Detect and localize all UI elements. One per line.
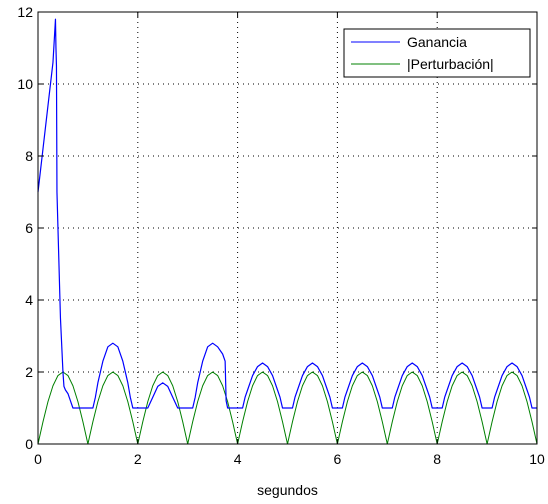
y-tick-label: 10 <box>17 76 33 92</box>
x-tick-label: 8 <box>433 451 441 467</box>
x-tick-label: 10 <box>529 451 545 467</box>
x-tick-label: 0 <box>34 451 42 467</box>
legend-label-perturbacion: |Perturbación| <box>407 56 494 72</box>
legend-label-ganancia: Ganancia <box>407 34 467 50</box>
y-tick-label: 4 <box>25 292 33 308</box>
y-tick-label: 0 <box>25 436 33 452</box>
y-tick-label: 6 <box>25 220 33 236</box>
x-axis-title: segundos <box>257 482 318 498</box>
x-tick-label: 6 <box>334 451 342 467</box>
y-tick-label: 2 <box>25 364 33 380</box>
x-axis-tick-labels: 0 2 4 6 8 10 <box>34 451 545 467</box>
x-tick-label: 4 <box>234 451 242 467</box>
legend: Ganancia |Perturbación| <box>343 28 531 78</box>
axis-ticks <box>37 11 538 445</box>
legend-box <box>343 28 531 78</box>
series-line-ganancia <box>37 18 537 409</box>
y-axis-tick-labels: 0 2 4 6 8 10 12 <box>17 4 33 452</box>
y-tick-label: 8 <box>25 148 33 164</box>
y-tick-label: 12 <box>17 4 33 20</box>
x-tick-label: 2 <box>134 451 142 467</box>
